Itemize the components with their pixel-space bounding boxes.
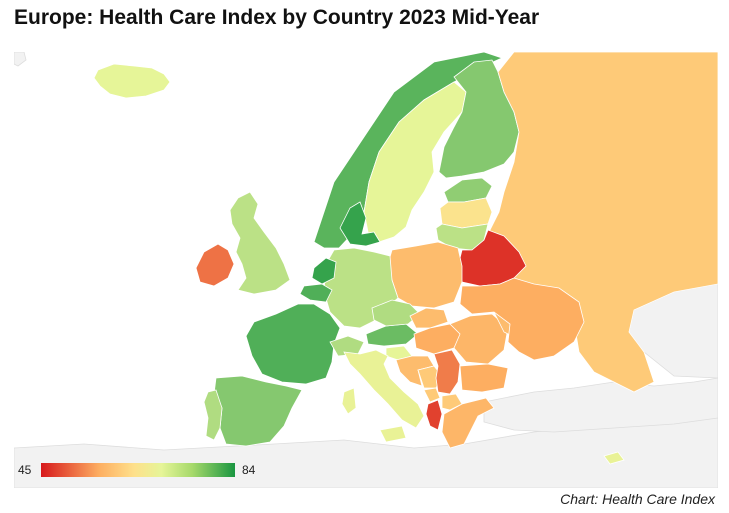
country-romania[interactable] [449, 313, 509, 365]
country-france[interactable] [245, 303, 341, 385]
country-slovakia[interactable] [409, 307, 449, 329]
country-cyprus[interactable] [603, 451, 625, 465]
country-poland[interactable] [387, 241, 463, 309]
turkey-middle-east [483, 377, 718, 433]
country-greece[interactable] [441, 397, 495, 449]
chart-credit: Chart: Health Care Index [560, 491, 715, 507]
country-spain[interactable] [213, 375, 303, 447]
country-portugal[interactable] [203, 389, 223, 441]
country-switzerland[interactable] [329, 335, 365, 357]
country-italy-sardinia[interactable] [341, 387, 357, 415]
country-bulgaria[interactable] [459, 363, 509, 393]
chart-title: Europe: Health Care Index by Country 202… [14, 6, 540, 29]
country-italy-sicily[interactable] [379, 425, 407, 443]
country-ukraine[interactable] [459, 277, 585, 361]
country-sweden[interactable] [363, 81, 467, 243]
color-legend: 45 84 [18, 462, 258, 480]
legend-max-label: 84 [242, 463, 256, 477]
country-netherlands[interactable] [311, 257, 337, 285]
country-belgium[interactable] [299, 283, 333, 303]
country-latvia[interactable] [439, 197, 493, 229]
country-austria[interactable] [365, 323, 419, 347]
country-uk[interactable] [229, 191, 291, 295]
europe-map [14, 52, 718, 488]
svalbard-greenland [14, 52, 27, 67]
country-ireland[interactable] [195, 243, 235, 287]
country-montenegro[interactable] [423, 387, 441, 403]
country-iceland[interactable] [93, 63, 171, 99]
country-denmark[interactable] [339, 201, 381, 247]
country-shapes [93, 52, 718, 465]
country-italy[interactable] [343, 349, 425, 429]
country-albania[interactable] [425, 399, 443, 431]
map-canvas [14, 52, 718, 488]
legend-gradient-bar [41, 463, 235, 477]
legend-min-label: 45 [18, 463, 32, 477]
country-serbia[interactable] [433, 349, 461, 395]
